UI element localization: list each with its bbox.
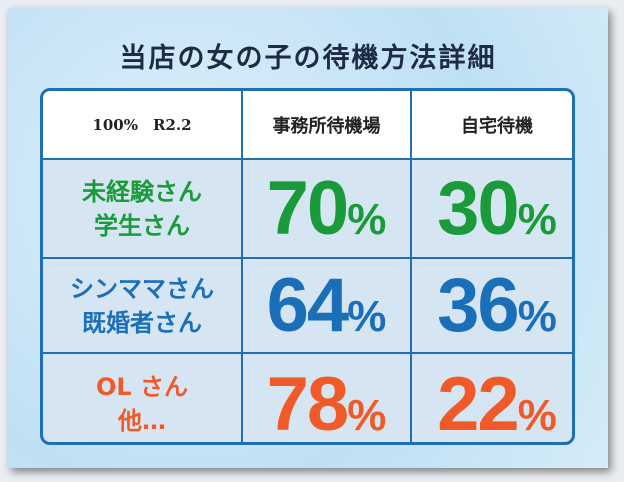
percent: 30% [437, 165, 557, 252]
percent-unit: % [347, 390, 387, 440]
percent-cell: 64% [243, 259, 410, 352]
percent-unit: % [347, 292, 387, 341]
row-label: OL さん他… [43, 354, 241, 442]
percent-value: 30 [437, 166, 520, 251]
percent-cell: 70% [243, 160, 410, 257]
card: 当店の女の子の待機方法詳細 100% R2.2 事務所待機場 自宅待機未経験さん学生… [8, 8, 608, 468]
percent-value: 78 [266, 361, 350, 445]
percent: 78% [266, 361, 387, 445]
row-label: シンママさん 既婚者さん [43, 259, 241, 352]
row-label-line: 学生さん [94, 211, 190, 240]
percent-cell: 22% [412, 354, 572, 445]
row-label-line: 未経験さん [82, 177, 202, 206]
row-label-line: シンママさん [70, 274, 214, 303]
percent-unit: % [517, 195, 557, 244]
percent: 22% [437, 361, 557, 445]
row-label-line: 他… [118, 407, 166, 435]
percent-value: 36 [437, 263, 520, 348]
percent-unit: % [347, 195, 387, 244]
row-label-line: OL さん [95, 373, 189, 401]
header-cell: 自宅待機 [412, 91, 572, 158]
percent: 70% [267, 165, 387, 252]
header-cell: 事務所待機場 [243, 91, 410, 158]
row-label: 未経験さん 学生さん [43, 160, 241, 257]
percent-value: 22 [437, 361, 520, 445]
percent-unit: % [517, 292, 557, 341]
percent-value: 64 [266, 263, 350, 348]
header-cell: 100% R2.2 [43, 91, 241, 158]
table: 100% R2.2 事務所待機場 自宅待機 未経験さん 学生さん 70% 30% シンママさん… [40, 88, 575, 445]
percent-value: 70 [266, 166, 350, 251]
percent-cell: 30% [412, 160, 572, 257]
row-label-line: 既婚者さん [82, 308, 202, 337]
percent-unit: % [517, 390, 557, 440]
title: 当店の女の子の待機方法詳細 [119, 43, 497, 74]
percent: 64% [267, 262, 387, 349]
percent-cell: 78% [243, 354, 410, 445]
percent: 36% [437, 262, 557, 349]
percent-cell: 36% [412, 259, 572, 352]
